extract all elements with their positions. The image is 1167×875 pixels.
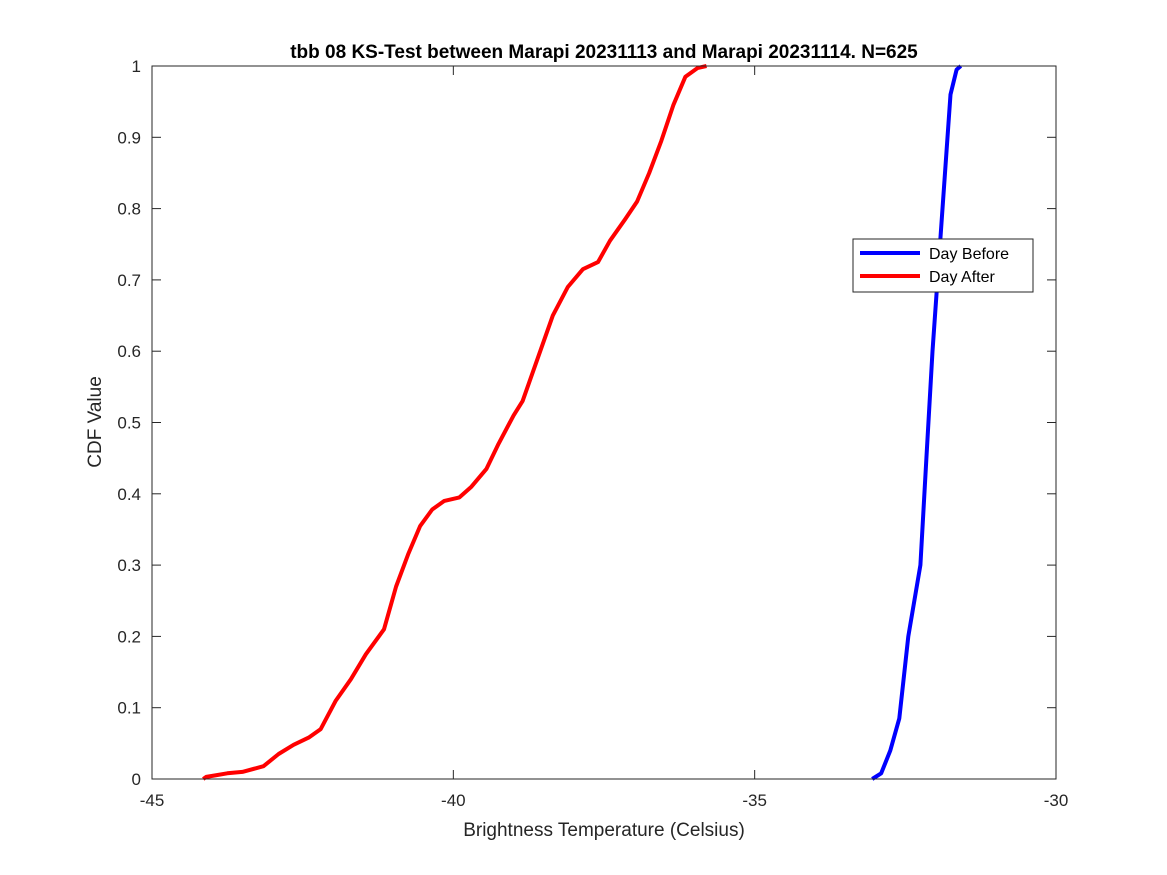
- legend-label-day-after: Day After: [929, 269, 995, 286]
- y-tick-label: 0.5: [117, 414, 141, 433]
- legend-box: [852, 238, 1034, 293]
- series-layer: [202, 64, 963, 781]
- series-line-day-after: [202, 64, 707, 781]
- y-tick-label: 0.7: [117, 271, 141, 290]
- y-axis-ticks: 0 0.1 0.2 0.3 0.4 0.5 0.6 0.7 0.8 0.9 1: [117, 57, 1056, 789]
- x-axis-label: Brightness Temperature (Celsius): [463, 820, 745, 841]
- y-tick-label: 0.8: [117, 200, 141, 219]
- y-tick-label: 0.6: [117, 342, 141, 361]
- y-tick-label: 0.4: [117, 485, 141, 504]
- x-tick-label: -45: [140, 791, 165, 810]
- y-axis-label: CDF Value: [85, 376, 106, 468]
- legend: Day Before Day After: [852, 238, 1034, 293]
- chart-title: tbb 08 KS-Test between Marapi 20231113 a…: [290, 42, 918, 63]
- series-line-day-before: [871, 64, 963, 781]
- y-tick-label: 0.3: [117, 556, 141, 575]
- x-tick-label: -30: [1044, 791, 1069, 810]
- y-tick-label: 0.9: [117, 128, 141, 147]
- legend-label-day-before: Day Before: [929, 246, 1009, 263]
- y-tick-label: 1: [132, 57, 141, 76]
- y-tick-label: 0: [132, 770, 141, 789]
- y-tick-label: 0.2: [117, 627, 141, 646]
- plot-area: [152, 66, 1056, 779]
- x-axis-ticks: -45 -40 -35 -30: [140, 66, 1069, 810]
- x-tick-label: -35: [742, 791, 767, 810]
- y-tick-label: 0.1: [117, 699, 141, 718]
- x-tick-label: -40: [441, 791, 466, 810]
